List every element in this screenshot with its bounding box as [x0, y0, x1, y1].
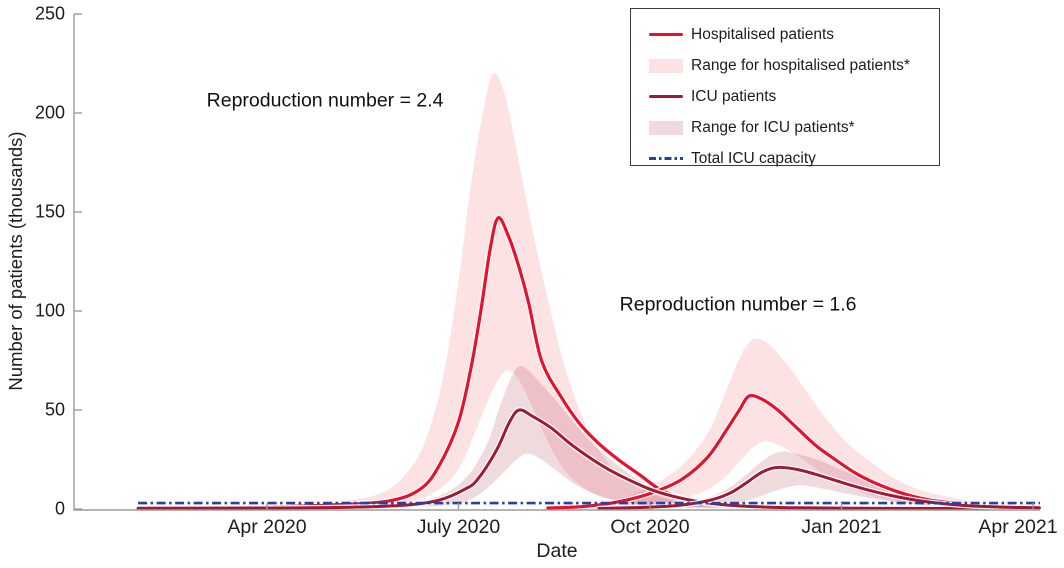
- band-range-icu-wave1: [138, 366, 1040, 509]
- legend-label: Hospitalised patients: [691, 25, 835, 43]
- y-axis-title: Number of patients (thousands): [5, 131, 26, 391]
- annotation-reproduction-number: Reproduction number = 1.6: [619, 293, 857, 316]
- legend-line-swatch-icon: [649, 32, 683, 36]
- annotation-reproduction-number: Reproduction number = 2.4: [206, 89, 444, 112]
- legend-item: Range for ICU patients*: [631, 112, 939, 143]
- legend-item: Hospitalised patients: [631, 19, 939, 50]
- y-tick-label: 250: [34, 3, 65, 24]
- x-tick-label: Oct 2020: [610, 516, 690, 538]
- legend-fill-swatch-icon: [649, 58, 683, 73]
- legend-item: ICU patients: [631, 81, 939, 112]
- y-tick-label: 0: [54, 498, 65, 519]
- line-icu-patients-r-1-6-: [597, 465, 1041, 510]
- axes: [73, 14, 1040, 511]
- legend-item: Range for hospitalised patients*: [631, 50, 939, 81]
- legend-label: Range for hospitalised patients*: [691, 56, 910, 74]
- x-tick-label: Apr 2021: [978, 516, 1058, 538]
- band-range-hospitalised-wave2: [560, 338, 1040, 509]
- x-tick-label: Jan 2021: [801, 516, 882, 538]
- legend-dashdot-swatch-icon: [649, 157, 683, 160]
- y-tick-label: 200: [34, 102, 65, 123]
- legend-label: ICU patients: [691, 87, 777, 105]
- legend-line-swatch-icon: [649, 94, 683, 98]
- y-tick-label: 100: [34, 300, 65, 321]
- legend-label: Total ICU capacity: [691, 149, 816, 167]
- y-tick-label: 150: [34, 201, 65, 222]
- legend-box: Hospitalised patients Range for hospitali…: [630, 8, 940, 167]
- x-axis-title: Date: [536, 540, 578, 562]
- y-tick-label: 50: [44, 399, 65, 420]
- legend-label: Range for ICU patients*: [691, 118, 855, 136]
- x-tick-label: July 2020: [416, 516, 501, 538]
- x-tick-label: Apr 2020: [227, 516, 307, 538]
- legend-fill-swatch-icon: [649, 120, 683, 135]
- legend-item: Total ICU capacity: [631, 143, 939, 174]
- line-hospitalised-patients-r-1-6-: [546, 393, 1041, 510]
